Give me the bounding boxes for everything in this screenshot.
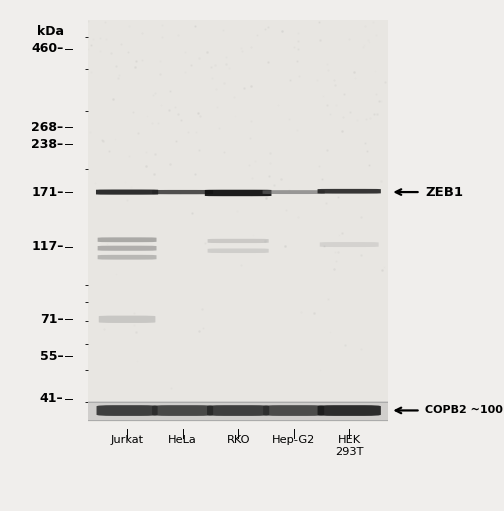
FancyBboxPatch shape <box>318 189 381 194</box>
FancyBboxPatch shape <box>152 405 213 416</box>
Text: Hep-G2: Hep-G2 <box>272 435 316 445</box>
FancyBboxPatch shape <box>152 190 213 194</box>
FancyBboxPatch shape <box>98 246 157 251</box>
Bar <box>88 401 388 421</box>
FancyBboxPatch shape <box>208 248 269 253</box>
Text: 238–: 238– <box>31 138 64 151</box>
Text: 268–: 268– <box>31 121 64 133</box>
Text: 460–: 460– <box>31 42 64 55</box>
FancyBboxPatch shape <box>208 239 269 243</box>
Text: 117–: 117– <box>31 241 64 253</box>
FancyBboxPatch shape <box>205 190 272 196</box>
Text: kDa: kDa <box>36 25 64 38</box>
Text: COPB2 ~100 kDa: COPB2 ~100 kDa <box>425 405 504 415</box>
FancyBboxPatch shape <box>96 190 158 195</box>
FancyBboxPatch shape <box>98 237 157 242</box>
Text: Jurkat: Jurkat <box>110 435 144 445</box>
Text: HEK
293T: HEK 293T <box>335 435 363 456</box>
FancyBboxPatch shape <box>263 190 325 194</box>
Text: ZEB1: ZEB1 <box>425 185 463 199</box>
FancyBboxPatch shape <box>207 405 269 416</box>
FancyBboxPatch shape <box>318 405 381 416</box>
Text: 71–: 71– <box>40 313 64 326</box>
Text: RKO: RKO <box>226 435 250 445</box>
FancyBboxPatch shape <box>320 242 379 247</box>
FancyBboxPatch shape <box>263 405 324 416</box>
Text: HeLa: HeLa <box>168 435 197 445</box>
FancyBboxPatch shape <box>97 405 158 416</box>
FancyBboxPatch shape <box>98 255 157 260</box>
Text: 171–: 171– <box>31 185 64 199</box>
FancyBboxPatch shape <box>99 316 155 323</box>
Text: 41–: 41– <box>40 392 64 405</box>
Text: 55–: 55– <box>40 350 64 363</box>
